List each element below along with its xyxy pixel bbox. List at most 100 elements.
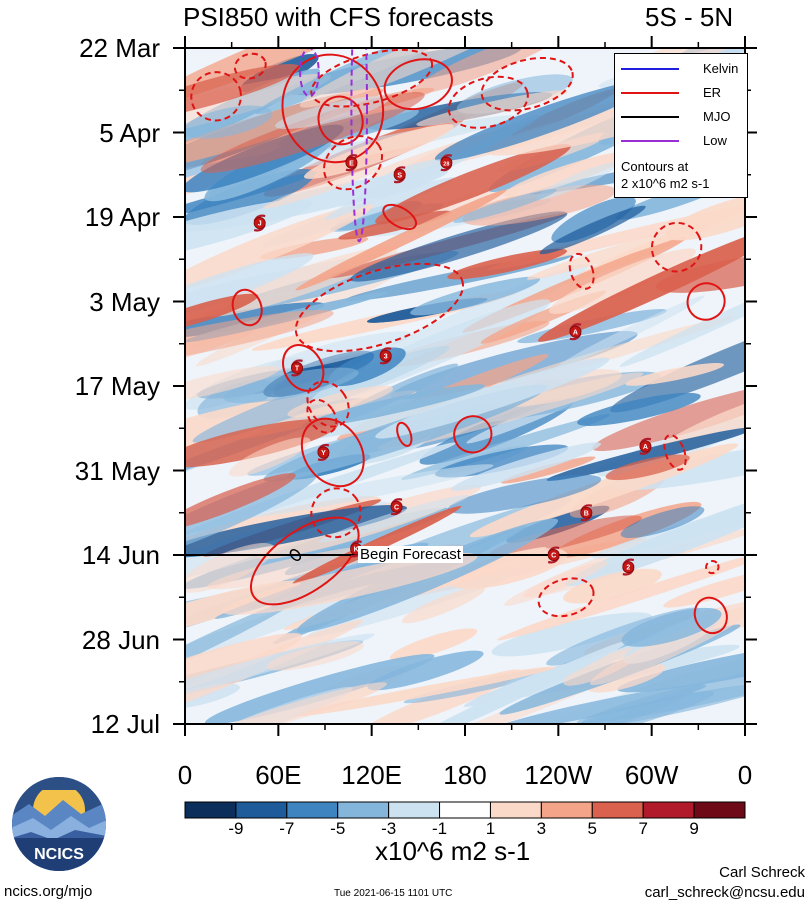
er-contour (300, 417, 365, 488)
colorbar-tick-label: -3 (381, 819, 397, 838)
y-tick-label: 12 Jul (90, 709, 160, 739)
footer-author: Carl Schreck (719, 864, 805, 881)
storm-marker-label: J (258, 221, 262, 228)
colorbar-box (540, 801, 593, 819)
storm-marker-label: 28 (443, 161, 449, 167)
contour-note: Contours at 2 x10^6 m2 s-1 (621, 158, 709, 192)
storm-marker: T (290, 359, 304, 377)
legend-entry-low: Low (615, 130, 747, 152)
er-contour (537, 577, 595, 618)
storm-marker-label: S (397, 172, 402, 179)
storm-marker: 28 (440, 154, 453, 172)
anomaly-patch (292, 666, 556, 717)
anomaly-patch (266, 641, 365, 671)
er-contour (663, 434, 687, 471)
storm-marker-dot (580, 506, 593, 519)
anomaly-patch (185, 105, 273, 139)
begin-forecast-label: Begin Forecast (358, 546, 463, 563)
anomaly-patch (620, 506, 705, 539)
colorbar-box (286, 801, 339, 819)
storm-marker: S (393, 166, 406, 184)
storm-marker-dot (547, 549, 560, 562)
colorbar-tick-label: 5 (587, 819, 597, 838)
anomaly-patch (526, 223, 708, 280)
legend-swatch (621, 92, 679, 94)
anomaly-patch (410, 276, 541, 316)
anomaly-patch (449, 548, 568, 589)
anomaly-shading (185, 48, 745, 724)
storm-marker-dot (345, 156, 358, 169)
storm-marker-label: 3 (384, 353, 388, 360)
anomaly-patch (299, 48, 539, 108)
anomaly-patch (228, 437, 311, 477)
anomaly-patch (563, 568, 662, 604)
legend-label: Low (703, 133, 727, 148)
colorbar-box (337, 801, 390, 819)
er-contour (383, 58, 453, 111)
colorbar-box (693, 801, 746, 819)
chart-title: PSI850 with CFS forecasts (183, 2, 494, 32)
anomaly-patch (605, 454, 690, 481)
anomaly-patch (224, 464, 494, 520)
x-tick-label: 0 (737, 760, 753, 790)
anomaly-patch (621, 607, 722, 647)
er-contour (693, 596, 728, 635)
anomaly-patch (204, 654, 435, 724)
storm-marker-dot (393, 168, 406, 181)
storm-marker-dot (317, 446, 330, 459)
anomaly-patch (389, 640, 628, 724)
anomaly-patch (591, 492, 745, 559)
ncics-logo: NCICS (12, 777, 106, 871)
wave-contours (190, 48, 739, 635)
legend-label: Kelvin (703, 61, 739, 76)
anomaly-patch (497, 550, 745, 641)
legend-swatch (621, 116, 679, 118)
er-contour (306, 398, 338, 434)
y-tick-label: 19 Apr (84, 202, 160, 232)
legend-label: MJO (703, 109, 731, 124)
anomaly-patch (375, 357, 610, 439)
er-contour (705, 560, 720, 575)
y-tick-label: 17 May (74, 371, 160, 401)
legend-label: ER (703, 85, 722, 100)
er-contour (323, 135, 383, 191)
axis-ticks (173, 36, 757, 736)
anomaly-patch (303, 124, 454, 179)
anomaly-patch (200, 91, 425, 173)
anomaly-patch (539, 205, 646, 255)
legend-entry-er: ER (615, 82, 747, 104)
region-label: 5S - 5N (645, 2, 734, 32)
logo-text: NCICS (34, 846, 84, 863)
y-tick-label: 31 May (74, 455, 160, 486)
anomaly-patch (563, 647, 643, 686)
anomaly-patch (262, 166, 384, 209)
storm-marker-label: C (551, 553, 556, 560)
anomaly-patch (488, 684, 707, 724)
storm-marker-label: B (584, 510, 589, 517)
y-tick-label: 3 May (89, 286, 160, 317)
storm-marker-dot (290, 361, 303, 374)
anomaly-patch (587, 663, 666, 693)
er-contour (317, 95, 364, 146)
anomaly-patch (259, 236, 369, 260)
anomaly-patch (375, 144, 571, 224)
anomaly-patch (610, 308, 745, 413)
storm-markers: J E S 28 A T 3 A Y C B K C 2 (253, 154, 652, 576)
mjo-contour (289, 548, 302, 562)
anomaly-patch (577, 392, 701, 426)
storm-marker: A (639, 437, 652, 455)
anomaly-patch (434, 79, 654, 162)
storm-marker-dot (569, 325, 582, 338)
er-contour (249, 516, 360, 606)
anomaly-patch (185, 309, 334, 370)
anomaly-patch (185, 293, 259, 335)
anomaly-patch (401, 414, 611, 480)
colorbar-units: x10^6 m2 s-1 (375, 836, 531, 866)
anomaly-patch (462, 184, 616, 226)
er-contour (233, 52, 267, 80)
anomaly-patch (185, 48, 418, 108)
y-tick-label: 28 Jun (81, 624, 160, 655)
x-tick-label: 180 (443, 760, 487, 790)
anomaly-patch (350, 211, 568, 282)
colorbar-box (489, 801, 542, 819)
